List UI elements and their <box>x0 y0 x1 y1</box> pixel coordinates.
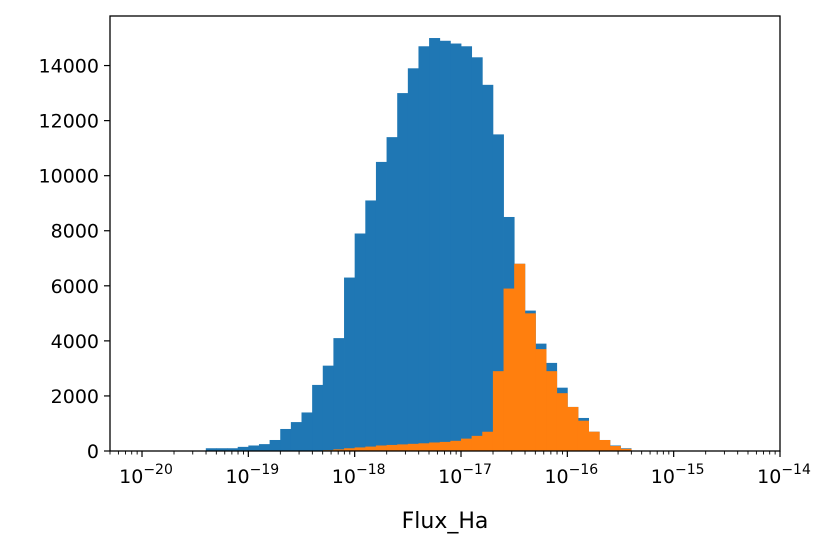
bar <box>492 371 504 451</box>
bar <box>482 84 494 451</box>
histogram-bars <box>205 38 632 452</box>
bar <box>333 449 345 451</box>
axes-frame <box>109 15 781 452</box>
bar <box>397 444 409 451</box>
x-tick-label: 10−20 <box>119 462 173 488</box>
x-tick-label: 10−19 <box>225 462 279 488</box>
bar <box>429 38 441 451</box>
bar <box>407 68 419 451</box>
y-tick-label: 2000 <box>51 386 99 408</box>
bar <box>375 445 387 451</box>
y-tick-label: 14000 <box>39 56 99 78</box>
bar <box>439 441 451 451</box>
series-1 <box>205 38 632 452</box>
bar <box>577 420 589 451</box>
bar <box>461 46 473 451</box>
bar <box>312 384 324 451</box>
bar <box>556 393 568 451</box>
bar <box>524 313 536 451</box>
x-axis: 10−20 10−19 10−18 10−17 10−16 10−15 10−14 <box>109 451 811 488</box>
x-tick-label: 10−14 <box>757 462 811 488</box>
bar <box>375 161 387 452</box>
bar <box>344 448 356 451</box>
bar <box>609 446 621 451</box>
bar <box>365 200 377 451</box>
x-minor-ticks <box>109 451 776 455</box>
bar <box>418 443 430 451</box>
bar <box>344 277 356 451</box>
bar <box>450 43 462 451</box>
y-axis: 0 2000 4000 6000 8000 10000 12000 14000 <box>39 56 110 463</box>
x-tick-label: 10−15 <box>651 462 705 488</box>
bar <box>482 431 494 451</box>
bar <box>535 349 547 451</box>
bar <box>365 446 377 451</box>
bar <box>546 371 558 451</box>
y-tick-label: 0 <box>87 441 99 463</box>
bar <box>620 448 632 451</box>
plot-border <box>109 15 781 452</box>
bar <box>514 263 526 451</box>
bar <box>461 438 473 451</box>
bar <box>258 444 270 451</box>
bar <box>492 134 504 451</box>
bar <box>354 233 366 451</box>
bar <box>450 440 462 451</box>
bar <box>248 445 260 451</box>
bar <box>290 422 302 451</box>
bar <box>418 46 430 451</box>
y-tick-label: 8000 <box>51 221 99 243</box>
bar <box>205 448 217 451</box>
bar <box>407 443 419 451</box>
bar <box>333 338 345 451</box>
bar <box>503 288 515 451</box>
x-tick-label: 10−16 <box>544 462 598 488</box>
bar <box>269 439 281 451</box>
bar <box>354 447 366 451</box>
y-tick-label: 6000 <box>51 276 99 298</box>
bar <box>397 93 409 451</box>
bar <box>216 448 228 451</box>
bar <box>237 446 249 451</box>
x-tick-label: 10−17 <box>438 462 492 488</box>
bar <box>429 442 441 451</box>
y-tick-label: 4000 <box>51 331 99 353</box>
x-axis-label: Flux_Ha <box>402 509 489 534</box>
bar <box>301 412 313 451</box>
bar <box>439 40 451 451</box>
bar <box>471 57 483 452</box>
bar <box>567 406 579 451</box>
y-tick-label: 10000 <box>39 166 99 188</box>
bar <box>227 448 239 451</box>
bar <box>322 365 334 451</box>
x-tick-label: 10−18 <box>332 462 386 488</box>
bar <box>386 444 398 451</box>
bar <box>280 428 292 451</box>
y-tick-label: 12000 <box>39 111 99 133</box>
bar <box>588 431 600 451</box>
series-2 <box>322 263 632 451</box>
bar <box>599 439 611 451</box>
bar <box>386 137 398 451</box>
bar <box>471 435 483 451</box>
